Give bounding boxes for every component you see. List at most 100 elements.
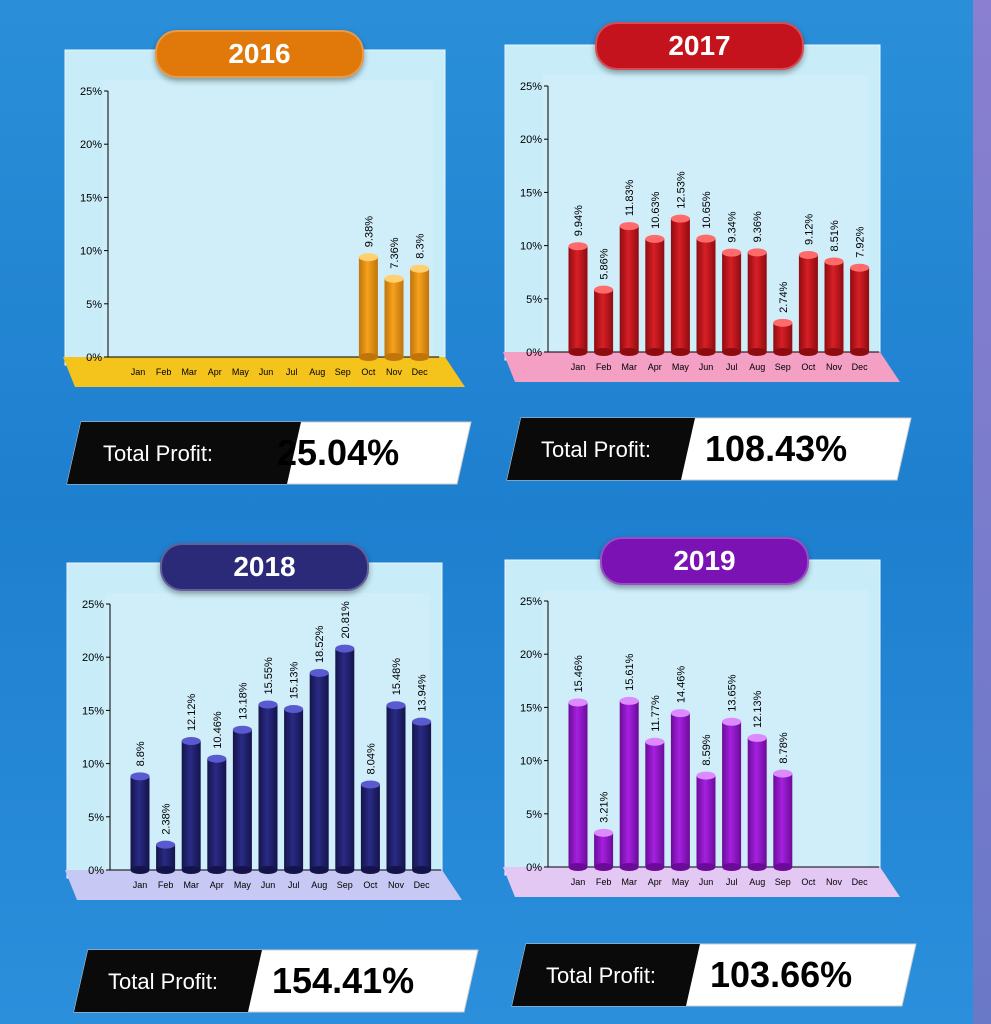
data-label: 8.8% xyxy=(135,741,147,766)
bar-base xyxy=(384,353,404,361)
y-tick-label: 15% xyxy=(80,192,102,204)
data-label: 7.92% xyxy=(855,226,867,257)
y-tick-label: 5% xyxy=(526,809,542,821)
x-tick-label: Jan xyxy=(571,877,586,887)
bar xyxy=(410,268,430,357)
x-tick-label: Mar xyxy=(183,880,199,890)
data-label: 15.61% xyxy=(624,653,636,691)
data-label: 14.46% xyxy=(675,666,687,704)
chart-inner-wall xyxy=(103,80,433,365)
chart-2018: 0% 5% 10% 15% 20% 25% 8.8% Jan 2.38% Feb 12.12% Mar… xyxy=(65,562,462,900)
chart-title-2019: 2019 xyxy=(673,545,736,576)
bar-cap xyxy=(258,700,278,709)
bar xyxy=(773,322,793,352)
bar-base xyxy=(747,348,767,356)
x-tick-label: Jul xyxy=(726,877,738,887)
data-label: 9.38% xyxy=(363,216,375,247)
bar xyxy=(594,289,614,352)
year-pill-2017: 2017 xyxy=(595,22,804,70)
x-tick-label: May xyxy=(234,880,252,890)
x-tick-label: Jun xyxy=(699,362,714,372)
data-label: 9.34% xyxy=(727,211,739,242)
data-label: 10.65% xyxy=(701,191,713,229)
bar-base xyxy=(850,348,870,356)
bar-cap xyxy=(594,828,614,837)
x-tick-label: Jun xyxy=(261,880,276,890)
x-tick-label: Feb xyxy=(596,362,612,372)
total-profit-value-2019: 103.66% xyxy=(710,954,853,995)
y-tick-label: 25% xyxy=(80,86,102,98)
chart-title-2017: 2017 xyxy=(668,30,731,61)
x-tick-label: May xyxy=(672,877,690,887)
bar-base xyxy=(360,866,380,874)
bar xyxy=(773,773,793,867)
bar-cap xyxy=(747,248,767,257)
y-tick-label: 10% xyxy=(520,241,542,253)
bar xyxy=(284,709,304,870)
bar-base xyxy=(410,353,430,361)
y-tick-label: 5% xyxy=(86,299,102,311)
bar-cap xyxy=(568,698,588,707)
bar-cap xyxy=(207,754,227,763)
bar-base xyxy=(568,863,588,871)
x-tick-label: Sep xyxy=(335,367,351,377)
year-pill-2016: 2016 xyxy=(155,30,364,78)
data-label: 10.46% xyxy=(212,711,224,749)
bar-base xyxy=(130,866,150,874)
x-tick-label: Sep xyxy=(337,880,353,890)
bar xyxy=(747,252,767,352)
data-label: 18.52% xyxy=(314,625,326,663)
bar-cap xyxy=(181,737,201,746)
data-label: 20.81% xyxy=(340,601,352,639)
data-label: 11.77% xyxy=(650,695,662,732)
x-tick-label: Nov xyxy=(826,877,843,887)
bar-cap xyxy=(156,840,176,849)
bar-base xyxy=(773,863,793,871)
x-tick-label: Sep xyxy=(775,362,791,372)
bar-cap xyxy=(130,772,150,781)
bar-cap xyxy=(696,234,716,243)
x-tick-label: Apr xyxy=(648,877,662,887)
data-label: 15.13% xyxy=(289,661,301,699)
bar xyxy=(360,784,380,870)
chart-2017: 0% 5% 10% 15% 20% 25% 9.94% Jan 5.86% Feb 11.83% Ma… xyxy=(503,44,900,382)
bar-cap xyxy=(386,701,406,710)
total-profit-value-2016: 25.04% xyxy=(277,432,400,473)
bar-cap xyxy=(824,257,844,266)
data-label: 3.21% xyxy=(599,791,611,822)
data-label: 15.48% xyxy=(391,658,403,696)
bar-cap xyxy=(360,780,380,789)
data-label: 12.13% xyxy=(752,690,764,728)
year-pill-2019: 2019 xyxy=(600,537,809,585)
y-tick-label: 10% xyxy=(82,759,104,771)
bar xyxy=(645,741,665,867)
y-tick-label: 0% xyxy=(526,862,542,874)
x-tick-label: Feb xyxy=(156,367,172,377)
y-tick-label: 20% xyxy=(82,652,104,664)
bar-base xyxy=(594,348,614,356)
data-label: 12.53% xyxy=(675,171,687,209)
data-label: 9.12% xyxy=(803,214,815,245)
x-tick-label: Aug xyxy=(311,880,327,890)
bar-base xyxy=(747,863,767,871)
bar xyxy=(824,261,844,352)
bar-cap xyxy=(850,263,870,272)
y-tick-label: 15% xyxy=(82,705,104,717)
bar-base xyxy=(696,348,716,356)
data-label: 8.78% xyxy=(778,732,790,763)
data-label: 15.46% xyxy=(573,655,585,693)
data-label: 13.65% xyxy=(727,674,739,712)
bar xyxy=(645,238,665,352)
right-edge-strip xyxy=(973,0,991,1024)
total-profit-box-2017: Total Profit: 108.43% xyxy=(505,416,915,481)
data-label: 5.86% xyxy=(599,248,611,279)
total-profit-label-2019: Total Profit: xyxy=(546,963,657,988)
data-label: 9.36% xyxy=(752,211,764,242)
total-profit-label-2017: Total Profit: xyxy=(541,437,652,462)
y-tick-label: 20% xyxy=(520,649,542,661)
x-tick-label: Mar xyxy=(621,877,637,887)
chart-title-2016: 2016 xyxy=(228,38,291,69)
x-tick-label: Oct xyxy=(361,367,376,377)
chart-floor xyxy=(65,870,462,900)
total-profit-box-2018: Total Profit: 154.41% xyxy=(72,948,482,1013)
